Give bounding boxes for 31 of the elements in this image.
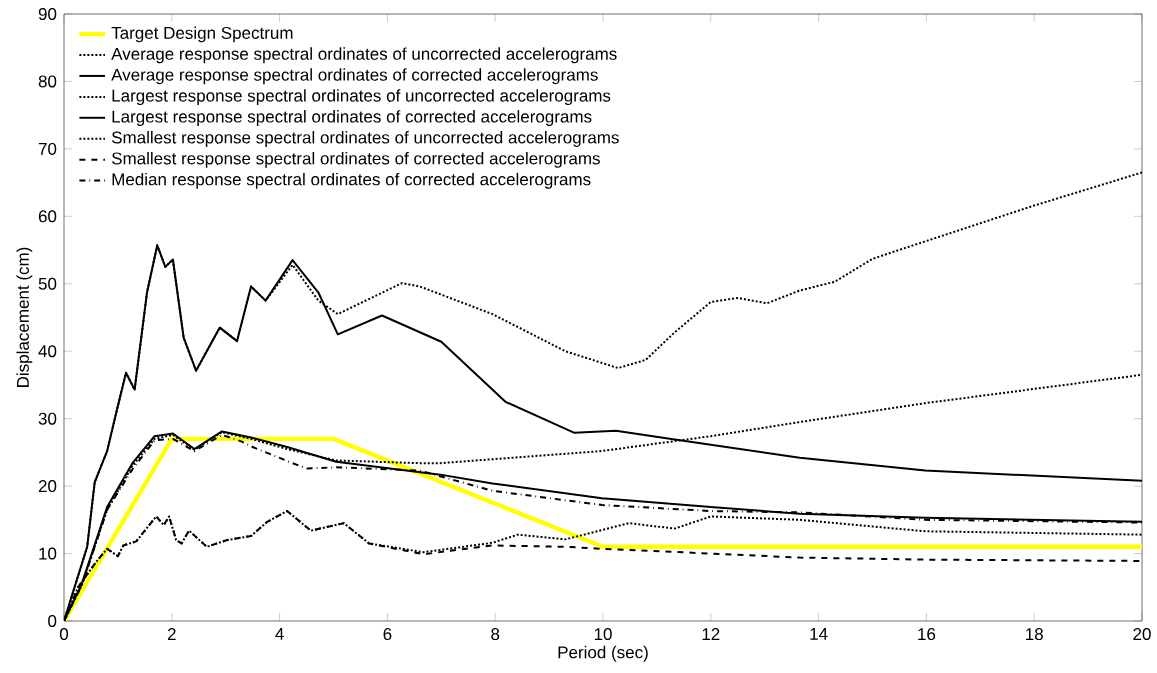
legend-label: Smallest response spectral ordinates of corrected accelerograms xyxy=(111,151,600,168)
y-tick-label: 20 xyxy=(38,480,57,493)
legend-label: Largest response spectral ordinates of corrected accelerograms xyxy=(112,110,592,126)
legend-label: Average response spectral ordinates of corrected accelerograms xyxy=(111,68,598,85)
legend-label: Target Design Spectrum xyxy=(111,26,293,43)
y-tick-label: 40 xyxy=(38,345,57,358)
x-tick-label: 20 xyxy=(1133,628,1151,641)
y-tick-label: 0 xyxy=(48,614,57,627)
y-tick-label: 90 xyxy=(38,7,57,20)
x-tick-label: 6 xyxy=(383,628,392,641)
y-tick-label: 50 xyxy=(38,277,57,290)
x-axis-title: Period (sec) xyxy=(558,645,648,662)
y-tick-label: 30 xyxy=(38,412,57,425)
legend-label: Average response spectral ordinates of uncorrected accelerograms xyxy=(111,47,617,64)
x-tick-label: 18 xyxy=(1026,628,1043,641)
x-tick-label: 12 xyxy=(702,628,720,640)
y-tick-label: 60 xyxy=(38,210,57,223)
x-tick-label: 2 xyxy=(167,628,176,640)
x-tick-label: 14 xyxy=(810,628,828,640)
x-tick-label: 0 xyxy=(59,628,69,641)
x-tick-label: 8 xyxy=(491,628,500,641)
y-axis-title: Displacement (cm) xyxy=(16,247,33,387)
x-tick-label: 10 xyxy=(594,628,612,641)
y-tick-label: 10 xyxy=(39,547,57,560)
x-tick-label: 16 xyxy=(918,628,936,641)
x-tick-label: 4 xyxy=(275,628,284,640)
y-tick-label: 70 xyxy=(38,142,57,155)
legend-label: Smallest response spectral ordinates of uncorrected accelerograms xyxy=(111,131,619,147)
legend-label: Median response spectral ordinates of corrected accelerograms xyxy=(112,172,591,189)
legend-label: Largest response spectral ordinates of uncorrected accelerograms xyxy=(112,89,611,106)
y-tick-label: 80 xyxy=(38,75,57,88)
